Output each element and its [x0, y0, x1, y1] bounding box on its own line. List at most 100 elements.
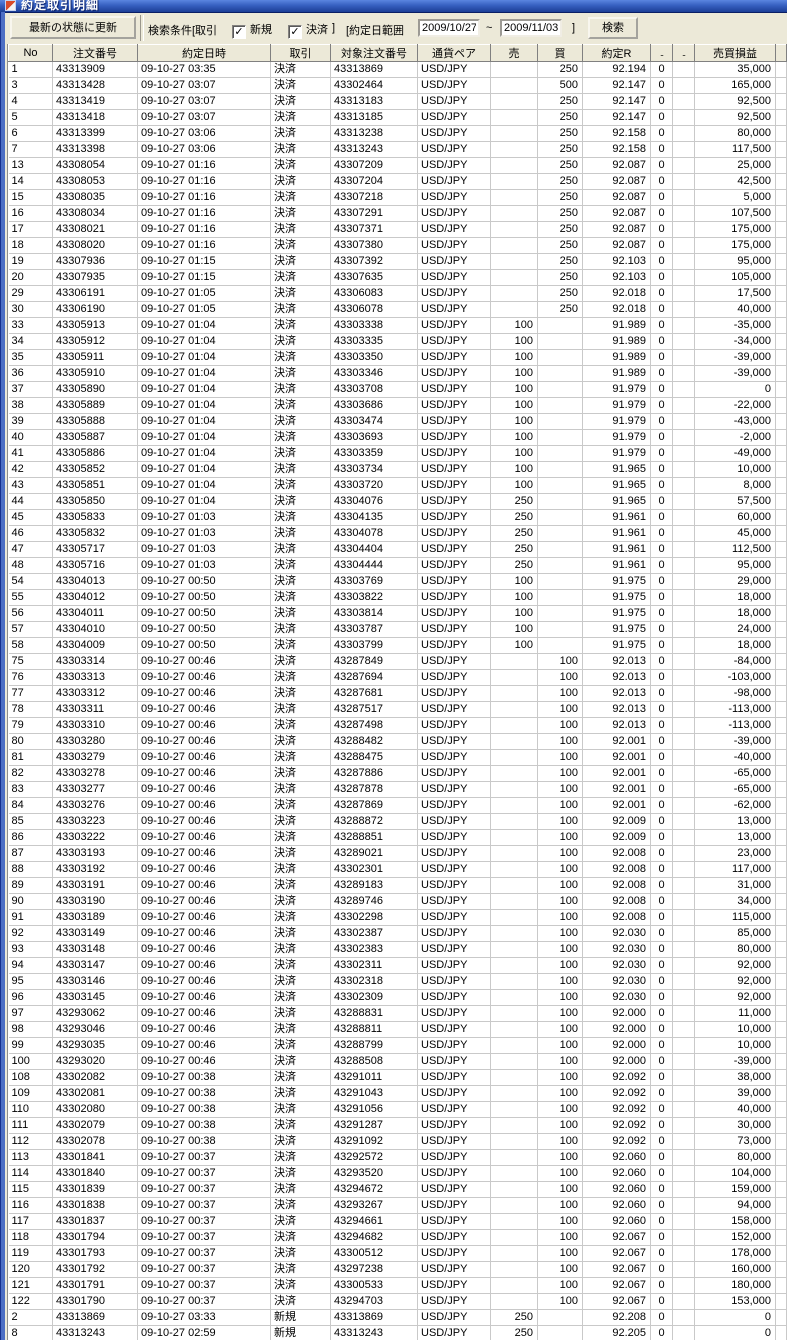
column-header[interactable]: 買	[537, 44, 583, 62]
table-row[interactable]: 20 43307935 09-10-27 01:15 決済 43307635 USD/JP…	[8, 269, 787, 286]
table-row[interactable]: 58 43304009 09-10-27 00:50 決済 43303799 USD/JP…	[8, 637, 787, 654]
table-row[interactable]: 83 43303277 09-10-27 00:46 決済 43287878 USD/JP…	[8, 781, 787, 798]
table-row[interactable]: 57 43304010 09-10-27 00:50 決済 43303787 USD/JP…	[8, 621, 787, 638]
column-header[interactable]: 約定R	[582, 44, 651, 62]
table-row[interactable]: 109 43302081 09-10-27 00:38 決済 43291043 USD/J…	[8, 1085, 787, 1102]
table-row[interactable]: 4 43313419 09-10-27 03:07 決済 43313183 USD/JPY…	[8, 93, 787, 110]
table-row[interactable]: 39 43305888 09-10-27 01:04 決済 43303474 USD/JP…	[8, 413, 787, 430]
table-row[interactable]: 91 43303189 09-10-27 00:46 決済 43302298 USD/JP…	[8, 909, 787, 926]
table-row[interactable]: 97 43293062 09-10-27 00:46 決済 43288831 USD/JP…	[8, 1005, 787, 1022]
table-row[interactable]: 40 43305887 09-10-27 01:04 決済 43303693 USD/JP…	[8, 429, 787, 446]
table-row[interactable]: 117 43301837 09-10-27 00:37 決済 43294661 USD/J…	[8, 1213, 787, 1230]
table-row[interactable]: 47 43305717 09-10-27 01:03 決済 43304404 USD/JP…	[8, 541, 787, 558]
table-row[interactable]: 55 43304012 09-10-27 00:50 決済 43303822 USD/JP…	[8, 589, 787, 606]
column-header[interactable]: 対象注文番号	[330, 44, 418, 62]
table-row[interactable]: 14 43308053 09-10-27 01:16 決済 43307204 USD/JP…	[8, 173, 787, 190]
table-row[interactable]: 118 43301794 09-10-27 00:37 決済 43294682 USD/J…	[8, 1229, 787, 1246]
table-row[interactable]: 3 43313428 09-10-27 03:07 決済 43302464 USD/JPY…	[8, 77, 787, 94]
table-row[interactable]: 34 43305912 09-10-27 01:04 決済 43303335 USD/JP…	[8, 333, 787, 350]
column-header[interactable]: No	[8, 44, 53, 62]
table-row[interactable]: 29 43306191 09-10-27 01:05 決済 43306083 USD/JP…	[8, 285, 787, 302]
table-row[interactable]: 86 43303222 09-10-27 00:46 決済 43288851 USD/JP…	[8, 829, 787, 846]
table-row[interactable]: 85 43303223 09-10-27 00:46 決済 43288872 USD/JP…	[8, 813, 787, 830]
table-row[interactable]: 108 43302082 09-10-27 00:38 決済 43291011 USD/J…	[8, 1069, 787, 1086]
table-row[interactable]: 8 43313243 09-10-27 02:59 新規 43313243 USD/JPY…	[8, 1325, 787, 1340]
table-row[interactable]: 115 43301839 09-10-27 00:37 決済 43294672 USD/J…	[8, 1181, 787, 1198]
table-row[interactable]: 16 43308034 09-10-27 01:16 決済 43307291 USD/JP…	[8, 205, 787, 222]
table-row[interactable]: 54 43304013 09-10-27 00:50 決済 43303769 USD/JP…	[8, 573, 787, 590]
table-row[interactable]: 44 43305850 09-10-27 01:04 決済 43304076 USD/JP…	[8, 493, 787, 510]
table-row[interactable]: 121 43301791 09-10-27 00:37 決済 43300533 USD/J…	[8, 1277, 787, 1294]
table-row[interactable]: 45 43305833 09-10-27 01:03 決済 43304135 USD/JP…	[8, 509, 787, 526]
table-row[interactable]: 1 43313909 09-10-27 03:35 決済 43313869 USD/JPY…	[8, 61, 787, 78]
table-row[interactable]: 112 43302078 09-10-27 00:38 決済 43291092 USD/J…	[8, 1133, 787, 1150]
table-row[interactable]: 78 43303311 09-10-27 00:46 決済 43287517 USD/JP…	[8, 701, 787, 718]
column-header[interactable]: 取引	[270, 44, 331, 62]
title-bar[interactable]: 約定取引明細	[0, 0, 787, 13]
refresh-button[interactable]: 最新の状態に更新	[10, 16, 136, 39]
table-row[interactable]: 15 43308035 09-10-27 01:16 決済 43307218 USD/JP…	[8, 189, 787, 206]
table-row[interactable]: 89 43303191 09-10-27 00:46 決済 43289183 USD/JP…	[8, 877, 787, 894]
table-row[interactable]: 113 43301841 09-10-27 00:37 決済 43292572 USD/J…	[8, 1149, 787, 1166]
table-row[interactable]: 36 43305910 09-10-27 01:04 決済 43303346 USD/JP…	[8, 365, 787, 382]
table-row[interactable]: 42 43305852 09-10-27 01:04 決済 43303734 USD/JP…	[8, 461, 787, 478]
table-row[interactable]: 48 43305716 09-10-27 01:03 決済 43304444 USD/JP…	[8, 557, 787, 574]
checkbox-settle[interactable]: ✓ 決済	[288, 21, 328, 39]
table-row[interactable]: 81 43303279 09-10-27 00:46 決済 43288475 USD/JP…	[8, 749, 787, 766]
table-row[interactable]: 79 43303310 09-10-27 00:46 決済 43287498 USD/JP…	[8, 717, 787, 734]
table-row[interactable]: 95 43303146 09-10-27 00:46 決済 43302318 USD/JP…	[8, 973, 787, 990]
column-header[interactable]	[775, 44, 787, 62]
table-row[interactable]: 87 43303193 09-10-27 00:46 決済 43289021 USD/JP…	[8, 845, 787, 862]
date-to-input[interactable]	[500, 19, 562, 37]
table-row[interactable]: 94 43303147 09-10-27 00:46 決済 43302311 USD/JP…	[8, 957, 787, 974]
column-header[interactable]: 約定日時	[137, 44, 271, 62]
table-row[interactable]: 43 43305851 09-10-27 01:04 決済 43303720 USD/JP…	[8, 477, 787, 494]
search-button[interactable]: 検索	[588, 17, 638, 39]
column-header[interactable]: 売買損益	[694, 44, 776, 62]
column-header[interactable]: 注文番号	[52, 44, 138, 62]
table-row[interactable]: 37 43305890 09-10-27 01:04 決済 43303708 USD/JP…	[8, 381, 787, 398]
column-header[interactable]: 売	[490, 44, 538, 62]
column-header[interactable]: ..	[672, 44, 695, 62]
table-row[interactable]: 120 43301792 09-10-27 00:37 決済 43297238 USD/J…	[8, 1261, 787, 1278]
table-row[interactable]: 80 43303280 09-10-27 00:46 決済 43288482 USD/JP…	[8, 733, 787, 750]
table-row[interactable]: 100 43293020 09-10-27 00:46 決済 43288508 USD/J…	[8, 1053, 787, 1070]
table-row[interactable]: 38 43305889 09-10-27 01:04 決済 43303686 USD/JP…	[8, 397, 787, 414]
date-from-input[interactable]	[418, 19, 480, 37]
column-header[interactable]: ..	[650, 44, 673, 62]
table-row[interactable]: 41 43305886 09-10-27 01:04 決済 43303359 USD/JP…	[8, 445, 787, 462]
table-row[interactable]: 17 43308021 09-10-27 01:16 決済 43307371 USD/JP…	[8, 221, 787, 238]
table-row[interactable]: 76 43303313 09-10-27 00:46 決済 43287694 USD/JP…	[8, 669, 787, 686]
table-row[interactable]: 30 43306190 09-10-27 01:05 決済 43306078 USD/JP…	[8, 301, 787, 318]
table-row[interactable]: 82 43303278 09-10-27 00:46 決済 43287886 USD/JP…	[8, 765, 787, 782]
table-row[interactable]: 84 43303276 09-10-27 00:46 決済 43287869 USD/JP…	[8, 797, 787, 814]
table-row[interactable]: 111 43302079 09-10-27 00:38 決済 43291287 USD/J…	[8, 1117, 787, 1134]
table-row[interactable]: 6 43313399 09-10-27 03:06 決済 43313238 USD/JPY…	[8, 125, 787, 142]
table-row[interactable]: 56 43304011 09-10-27 00:50 決済 43303814 USD/JP…	[8, 605, 787, 622]
column-header[interactable]: 通貨ペア	[417, 44, 491, 62]
table-row[interactable]: 92 43303149 09-10-27 00:46 決済 43302387 USD/JP…	[8, 925, 787, 942]
checkbox-new[interactable]: ✓ 新規	[232, 21, 272, 39]
table-row[interactable]: 7 43313398 09-10-27 03:06 決済 43313243 USD/JPY…	[8, 141, 787, 158]
table-row[interactable]: 93 43303148 09-10-27 00:46 決済 43302383 USD/JP…	[8, 941, 787, 958]
table-row[interactable]: 18 43308020 09-10-27 01:16 決済 43307380 USD/JP…	[8, 237, 787, 254]
table-row[interactable]: 122 43301790 09-10-27 00:37 決済 43294703 USD/J…	[8, 1293, 787, 1310]
table-row[interactable]: 19 43307936 09-10-27 01:15 決済 43307392 USD/JP…	[8, 253, 787, 270]
table-row[interactable]: 77 43303312 09-10-27 00:46 決済 43287681 USD/JP…	[8, 685, 787, 702]
table-row[interactable]: 88 43303192 09-10-27 00:46 決済 43302301 USD/JP…	[8, 861, 787, 878]
table-row[interactable]: 98 43293046 09-10-27 00:46 決済 43288811 USD/JP…	[8, 1021, 787, 1038]
table-row[interactable]: 99 43293035 09-10-27 00:46 決済 43288799 USD/JP…	[8, 1037, 787, 1054]
table-row[interactable]: 110 43302080 09-10-27 00:38 決済 43291056 USD/J…	[8, 1101, 787, 1118]
table-row[interactable]: 114 43301840 09-10-27 00:37 決済 43293520 USD/J…	[8, 1165, 787, 1182]
table-row[interactable]: 75 43303314 09-10-27 00:46 決済 43287849 USD/JP…	[8, 653, 787, 670]
table-row[interactable]: 13 43308054 09-10-27 01:16 決済 43307209 USD/JP…	[8, 157, 787, 174]
table-row[interactable]: 119 43301793 09-10-27 00:37 決済 43300512 USD/J…	[8, 1245, 787, 1262]
table-row[interactable]: 2 43313869 09-10-27 03:33 新規 43313869 USD/JPY…	[8, 1309, 787, 1326]
table-row[interactable]: 35 43305911 09-10-27 01:04 決済 43303350 USD/JP…	[8, 349, 787, 366]
table-row[interactable]: 33 43305913 09-10-27 01:04 決済 43303338 USD/JP…	[8, 317, 787, 334]
table-row[interactable]: 5 43313418 09-10-27 03:07 決済 43313185 USD/JPY…	[8, 109, 787, 126]
table-row[interactable]: 46 43305832 09-10-27 01:03 決済 43304078 USD/JP…	[8, 525, 787, 542]
table-row[interactable]: 96 43303145 09-10-27 00:46 決済 43302309 USD/JP…	[8, 989, 787, 1006]
table-row[interactable]: 90 43303190 09-10-27 00:46 決済 43289746 USD/JP…	[8, 893, 787, 910]
table-row[interactable]: 116 43301838 09-10-27 00:37 決済 43293267 USD/J…	[8, 1197, 787, 1214]
